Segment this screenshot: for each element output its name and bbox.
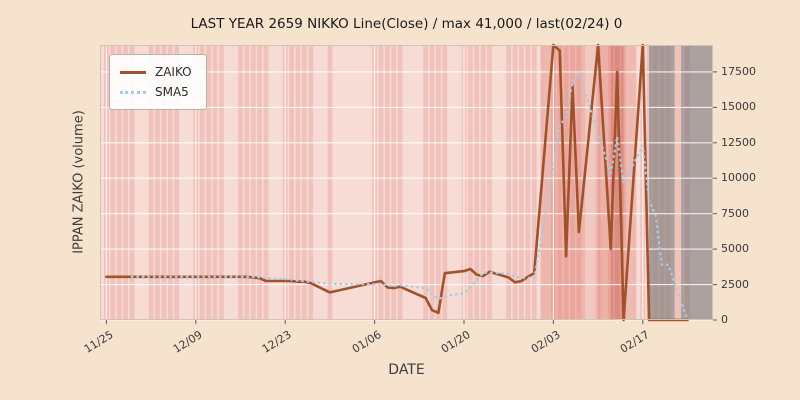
sma5-line-swatch	[120, 90, 146, 94]
x-tick-label: 02/17	[617, 328, 652, 356]
y-tick-label: 17500	[721, 64, 756, 78]
x-tick-label: 01/06	[349, 328, 384, 356]
y-tick-label: 15000	[721, 100, 756, 114]
plot-border	[100, 45, 713, 320]
x-axis-label: DATE	[388, 362, 425, 378]
x-tick-label: 11/25	[81, 328, 116, 356]
y-axis-label: IPPAN ZAIKO (volume)	[71, 110, 87, 254]
x-tick-label: 02/03	[528, 328, 563, 356]
legend-item-sma5: SMA5	[120, 82, 192, 102]
legend: ZAIKO SMA5	[109, 54, 207, 110]
x-tick-label: 01/20	[439, 328, 473, 356]
y-tick-label: 0	[721, 313, 728, 326]
chart-title: LAST YEAR 2659 NIKKO Line(Close) / max 4…	[190, 16, 623, 32]
y-tick-label: 2500	[721, 277, 749, 291]
y-tick-label: 12500	[721, 135, 756, 149]
plot-area: ZAIKO SMA5	[100, 43, 717, 324]
zaiko-line-swatch	[120, 70, 146, 74]
plot-canvas	[100, 43, 717, 324]
y-tick-label: 5000	[721, 242, 749, 256]
y-tick-label: 7500	[721, 206, 749, 220]
x-tick-label: 12/09	[170, 328, 205, 356]
series-sma5-line	[130, 71, 689, 322]
x-tick-label: 12/23	[260, 328, 295, 356]
legend-label-sma5: SMA5	[155, 85, 189, 99]
legend-item-zaiko: ZAIKO	[120, 62, 192, 82]
tick-marks	[105, 71, 717, 324]
legend-label-zaiko: ZAIKO	[155, 65, 192, 79]
y-tick-label: 10000	[721, 171, 756, 185]
